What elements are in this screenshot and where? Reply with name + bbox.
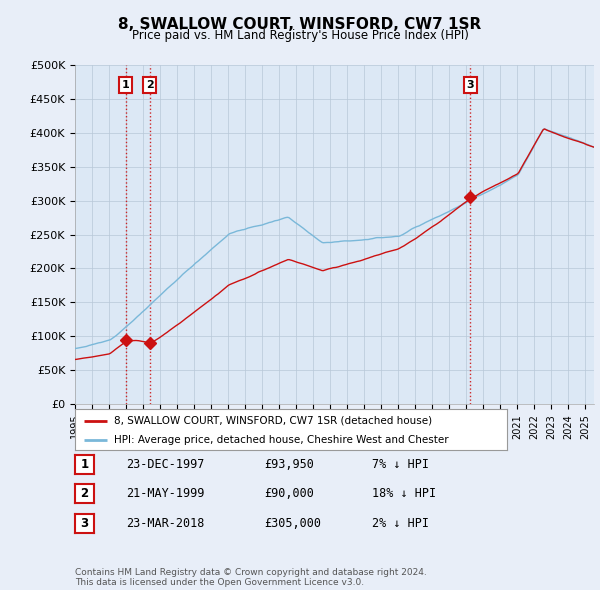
Text: £90,000: £90,000	[264, 487, 314, 500]
Text: £93,950: £93,950	[264, 458, 314, 471]
Text: 2% ↓ HPI: 2% ↓ HPI	[372, 517, 429, 530]
Text: 18% ↓ HPI: 18% ↓ HPI	[372, 487, 436, 500]
Text: 3: 3	[466, 80, 474, 90]
Text: 7% ↓ HPI: 7% ↓ HPI	[372, 458, 429, 471]
Text: 21-MAY-1999: 21-MAY-1999	[126, 487, 205, 500]
Text: Contains HM Land Registry data © Crown copyright and database right 2024.
This d: Contains HM Land Registry data © Crown c…	[75, 568, 427, 587]
Text: 2: 2	[80, 487, 89, 500]
Text: 2: 2	[146, 80, 154, 90]
Text: £305,000: £305,000	[264, 517, 321, 530]
Text: 8, SWALLOW COURT, WINSFORD, CW7 1SR: 8, SWALLOW COURT, WINSFORD, CW7 1SR	[118, 17, 482, 31]
Text: 1: 1	[80, 458, 89, 471]
Text: 23-DEC-1997: 23-DEC-1997	[126, 458, 205, 471]
Text: 23-MAR-2018: 23-MAR-2018	[126, 517, 205, 530]
Text: 1: 1	[122, 80, 130, 90]
Text: 3: 3	[80, 517, 89, 530]
Text: HPI: Average price, detached house, Cheshire West and Chester: HPI: Average price, detached house, Ches…	[114, 435, 449, 444]
Text: 8, SWALLOW COURT, WINSFORD, CW7 1SR (detached house): 8, SWALLOW COURT, WINSFORD, CW7 1SR (det…	[114, 416, 432, 426]
Text: Price paid vs. HM Land Registry's House Price Index (HPI): Price paid vs. HM Land Registry's House …	[131, 30, 469, 42]
